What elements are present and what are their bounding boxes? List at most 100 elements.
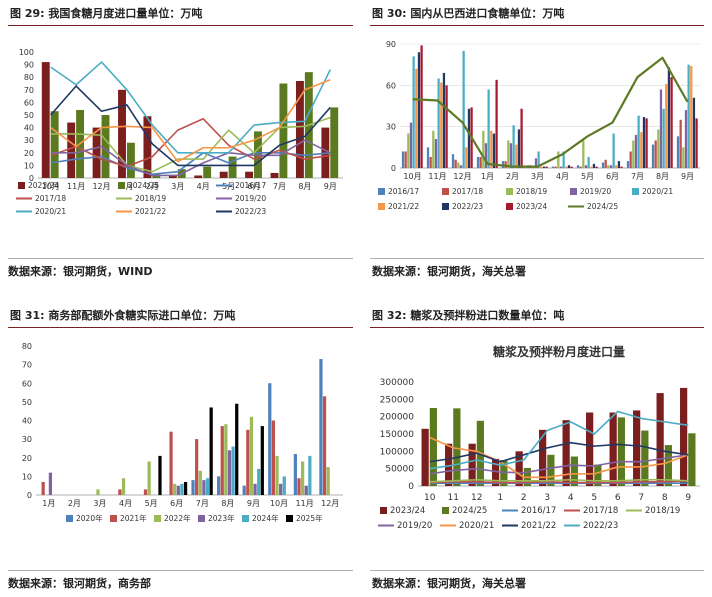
legend-label-2025: 2025年 (296, 513, 323, 523)
x-tick-label: 8月 (221, 499, 234, 508)
y-tick-label: 60 (24, 98, 34, 107)
legend-swatch-2020-21 (632, 188, 639, 195)
bar-2024-25 (429, 408, 437, 486)
bar-2016-17 (601, 162, 605, 168)
legend-swatch-2023-24 (18, 182, 25, 189)
bar-2023-24 (545, 166, 548, 168)
x-tick-label: 4月 (119, 499, 132, 508)
bar-2019-20 (434, 139, 438, 168)
y-tick-label: 80 (22, 342, 32, 351)
bar-2016-17 (476, 156, 480, 168)
bar-2021 (271, 420, 276, 495)
bar-2020-21 (487, 89, 490, 168)
y-tick-label: 70 (22, 361, 32, 370)
bar-2023-24 (515, 451, 523, 486)
bar-2023-24 (194, 175, 203, 178)
bar-2021-22 (590, 166, 593, 168)
bar-2022-23 (567, 165, 571, 168)
legend-label-2020-21: 2020/21 (459, 521, 494, 531)
x-tick-label: 4月 (197, 182, 210, 191)
bar-2019-20 (534, 158, 538, 168)
legend-label-2024-25: 2024/25 (452, 506, 487, 516)
bar-2018-19 (582, 140, 585, 168)
bar-2021-22 (540, 166, 543, 168)
y-tick-label: 30 (22, 435, 32, 444)
bar-2024-25 (664, 445, 672, 486)
y-tick-label: 80 (24, 73, 34, 82)
bar-2023-24 (492, 458, 500, 486)
y-tick-label: 0 (27, 491, 32, 500)
bar-2023-24 (495, 79, 498, 168)
bar-2020 (293, 454, 297, 495)
bar-2023 (176, 485, 180, 495)
bar-2023-24 (609, 412, 617, 486)
y-tick-label: 60 (386, 81, 396, 90)
figure-30-title: 国内从巴西进口食糖单位：万吨 (410, 7, 565, 20)
x-tick-label: 11月 (67, 182, 85, 191)
legend-swatch-2020 (66, 515, 73, 522)
legend-label-2024-25: 2024/25 (128, 181, 159, 190)
bar-2020-21 (462, 50, 465, 169)
bar-2016-17 (626, 161, 630, 168)
bar-2021 (297, 478, 301, 495)
line-2021-22 (429, 441, 689, 463)
x-tick-label: 1 (497, 493, 503, 503)
x-tick-label: 3月 (93, 499, 106, 508)
bar-2024-25 (453, 408, 461, 486)
figure-32-label: 图 32: (372, 309, 407, 322)
bar-2017-18 (554, 166, 557, 168)
bar-2018-19 (507, 140, 510, 168)
bar-2024-25 (617, 417, 625, 486)
bar-2024-25 (594, 464, 602, 486)
bar-2023-24 (520, 108, 523, 168)
bar-2020-21 (562, 151, 565, 168)
chart-fig32: 糖浆及预拌粉月度进口量 0 50000 100000 150000 200000 25000… (378, 344, 700, 531)
bar-2021 (195, 439, 199, 495)
line-2020-21 (50, 61, 332, 154)
bar-2018-19 (432, 130, 435, 168)
y-tick-label: 40 (22, 417, 32, 426)
bar-2023-24 (586, 412, 594, 486)
legend-label-2021-22: 2021/22 (135, 207, 166, 216)
legend-label-2023-24: 2023/24 (28, 181, 59, 190)
bar-2021-22 (615, 165, 618, 168)
bar-2023-24 (219, 171, 228, 178)
bar-2019-20 (559, 166, 563, 168)
x-tick-label: 7月 (631, 172, 644, 181)
x-tick-label: 10月 (42, 182, 60, 191)
bar-2016-17 (551, 166, 555, 168)
legend-label-2024: 2024年 (252, 513, 279, 523)
figure-29-title: 我国食糖月度进口量单位：万吨 (48, 7, 203, 20)
x-tick-label: 2月 (146, 182, 159, 191)
bar-2016-17 (676, 136, 680, 168)
legend-swatch-2022 (154, 515, 161, 522)
bar-2022-23 (692, 97, 696, 168)
bar-2024 (180, 483, 184, 495)
y-tick-label: 100000 (380, 447, 415, 457)
bar-2022-23 (617, 161, 621, 168)
figure-31-source: 数据来源：银河期货，商务部 (8, 577, 151, 590)
bar-2024-25 (330, 107, 339, 178)
x-tick-label: 4月 (556, 172, 569, 181)
x-tick-label: 5 (591, 493, 597, 503)
bar-2019-20 (584, 165, 588, 168)
x-tick-label: 9月 (681, 172, 694, 181)
bar-2017-18 (629, 151, 632, 168)
figure-32-source-rule (370, 570, 704, 571)
legend-label-2022-23: 2022/23 (452, 202, 483, 211)
y-tick-label: 90 (386, 40, 396, 49)
x-tick-label: 12月 (92, 182, 110, 191)
bar-2020 (319, 359, 323, 495)
y-tick-label: 50000 (385, 465, 414, 475)
bar-2017-18 (604, 159, 607, 168)
figure-31-label: 图 31: (10, 309, 45, 322)
bar-2023-24 (620, 166, 623, 168)
x-tick-label: 7月 (196, 499, 209, 508)
x-tick-label: 12月 (453, 172, 471, 181)
legend-label-2016-17: 2016/17 (388, 187, 419, 196)
bar-2023-24 (595, 166, 598, 168)
bar-2022-23 (542, 166, 546, 168)
bar-2021 (143, 489, 148, 495)
figure-29-label: 图 29: (10, 7, 45, 20)
bar-2020 (217, 476, 221, 495)
